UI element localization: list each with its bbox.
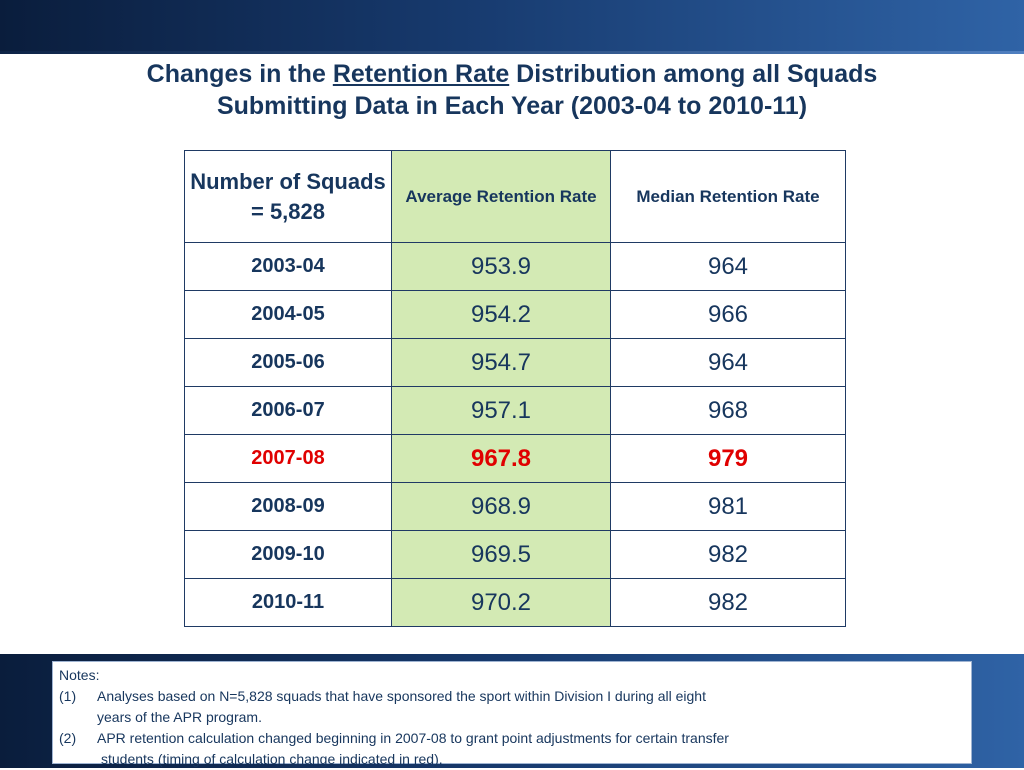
row-average: 967.8 — [470, 444, 532, 472]
header-average: Average Retention Rate — [391, 150, 611, 243]
table-row: 2006-07 957.1 968 — [184, 386, 846, 435]
row-median: 981 — [707, 492, 749, 520]
title-line-2: Submitting Data in Each Year (2003-04 to… — [216, 92, 808, 120]
title-line-1: Changes in the Retention Rate Distributi… — [40, 58, 984, 90]
note-1: (1) Analyses based on N=5,828 squads that… — [59, 686, 965, 707]
notes-box: Notes: (1) Analyses based on N=5,828 squa… — [52, 661, 972, 767]
table-row: 2003-04 953.9 964 — [184, 242, 846, 291]
table-header-row: Number of Squads = 5,828 Average Retenti… — [184, 150, 846, 243]
top-banner — [0, 0, 1024, 54]
row-year: 2008-09 — [251, 495, 325, 517]
note-2: (2) APR retention calculation changed beg… — [59, 728, 965, 749]
row-median: 964 — [707, 348, 749, 376]
row-average: 954.7 — [470, 348, 532, 376]
header-median: Median Retention Rate — [610, 150, 846, 243]
note-number: (2) — [59, 730, 77, 746]
note-text: APR retention calculation changed beginn… — [97, 730, 729, 746]
table-row-highlighted: 2007-08 967.8 979 — [184, 434, 846, 483]
notes-heading: Notes: — [59, 667, 100, 683]
row-year: 2004-05 — [251, 303, 325, 325]
row-average: 970.2 — [470, 588, 532, 616]
table-row: 2005-06 954.7 964 — [184, 338, 846, 387]
title-part-2: Distribution among all Squads — [509, 60, 878, 88]
title-part-1: Changes in the — [146, 60, 333, 88]
note-text: Analyses based on N=5,828 squads that ha… — [97, 688, 706, 704]
row-average: 957.1 — [470, 396, 532, 424]
table-row: 2010-11 970.2 982 — [184, 578, 846, 627]
table-row: 2008-09 968.9 981 — [184, 482, 846, 531]
note-2-continued: students (timing of calculation change i… — [101, 751, 443, 767]
note-number: (1) — [59, 688, 77, 704]
row-average: 954.2 — [470, 300, 532, 328]
header-squads: Number of Squads = 5,828 — [184, 150, 392, 243]
row-year: 2010-11 — [251, 591, 325, 613]
slide-title: Changes in the Retention Rate Distributi… — [40, 58, 984, 122]
row-median: 982 — [707, 540, 749, 568]
row-year: 2007-08 — [251, 447, 325, 469]
row-median: 979 — [707, 444, 749, 472]
title-underlined: Retention Rate — [332, 60, 510, 88]
retention-table: Number of Squads = 5,828 Average Retenti… — [184, 150, 846, 627]
note-1-continued: years of the APR program. — [97, 709, 262, 725]
row-year: 2006-07 — [251, 399, 325, 421]
row-median: 964 — [707, 252, 749, 280]
row-year: 2003-04 — [251, 255, 325, 277]
row-median: 966 — [707, 300, 749, 328]
row-year: 2009-10 — [251, 543, 325, 565]
row-median: 982 — [707, 588, 749, 616]
row-year: 2005-06 — [251, 351, 325, 373]
row-average: 953.9 — [470, 252, 532, 280]
table-row: 2004-05 954.2 966 — [184, 290, 846, 339]
row-median: 968 — [707, 396, 749, 424]
table-row: 2009-10 969.5 982 — [184, 530, 846, 579]
row-average: 969.5 — [470, 540, 532, 568]
row-average: 968.9 — [470, 492, 532, 520]
